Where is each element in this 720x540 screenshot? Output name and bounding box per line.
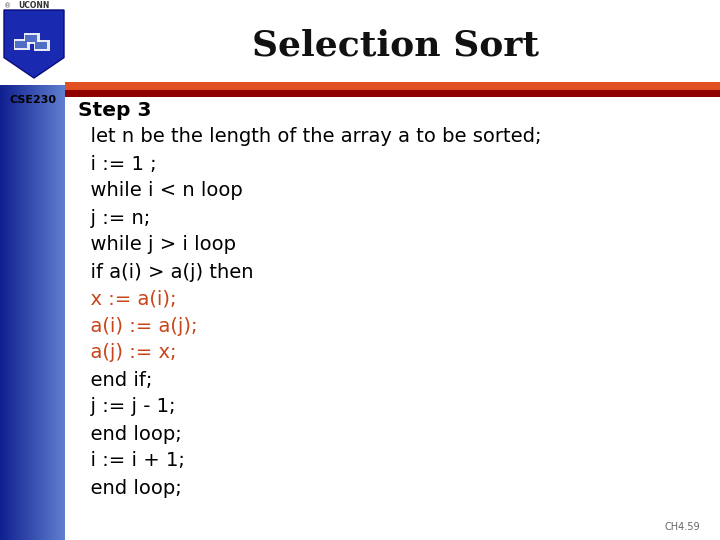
Bar	[64, 0, 65, 540]
Bar	[41, 0, 42, 540]
Bar	[62, 0, 63, 540]
Text: i := 1 ;: i := 1 ;	[78, 154, 157, 173]
Bar	[6, 0, 7, 540]
Bar	[34, 0, 35, 540]
Text: while j > i loop: while j > i loop	[78, 235, 236, 254]
Bar	[36, 0, 37, 540]
Bar	[22, 0, 23, 540]
Bar	[25, 0, 26, 540]
Bar	[32, 0, 33, 540]
Bar	[2, 0, 3, 540]
Bar	[54, 0, 55, 540]
Text: i := i + 1;: i := i + 1;	[78, 451, 185, 470]
Bar	[23, 0, 24, 540]
Bar	[60, 0, 61, 540]
Bar	[0, 0, 68, 85]
Text: j := n;: j := n;	[78, 208, 150, 227]
Bar	[7, 0, 8, 540]
Text: Selection Sort: Selection Sort	[251, 28, 539, 62]
Bar	[40, 0, 41, 540]
Bar	[61, 0, 62, 540]
Text: CH4.59: CH4.59	[665, 522, 700, 532]
Bar	[65, 90, 720, 97]
Bar	[58, 0, 59, 540]
Bar	[38, 0, 39, 540]
Bar	[17, 0, 18, 540]
Text: end loop;: end loop;	[78, 424, 181, 443]
Bar	[3, 0, 4, 540]
Text: a(j) := x;: a(j) := x;	[78, 343, 176, 362]
Bar	[9, 0, 10, 540]
Bar	[14, 39, 30, 50]
Bar	[13, 0, 14, 540]
Bar	[49, 0, 50, 540]
Bar	[57, 0, 58, 540]
Bar	[47, 0, 48, 540]
Text: if a(i) > a(j) then: if a(i) > a(j) then	[78, 262, 253, 281]
Bar	[15, 41, 27, 48]
Text: a(i) := a(j);: a(i) := a(j);	[78, 316, 197, 335]
Bar	[53, 0, 54, 540]
Bar	[55, 0, 56, 540]
Bar	[33, 0, 34, 540]
Text: end if;: end if;	[78, 370, 153, 389]
Bar	[25, 35, 37, 42]
Bar	[59, 0, 60, 540]
Bar	[12, 0, 13, 540]
Bar	[35, 42, 47, 49]
Bar	[20, 0, 21, 540]
Bar	[10, 0, 11, 540]
Bar	[5, 0, 6, 540]
Bar	[11, 0, 12, 540]
Bar	[46, 0, 47, 540]
Bar	[19, 0, 20, 540]
Bar	[45, 0, 46, 540]
Bar	[14, 0, 15, 540]
Bar	[52, 0, 53, 540]
Text: Step 3: Step 3	[78, 100, 151, 119]
Bar	[21, 0, 22, 540]
Bar	[16, 0, 17, 540]
Text: UCONN: UCONN	[18, 2, 50, 10]
Text: while i < n loop: while i < n loop	[78, 181, 243, 200]
Bar	[29, 0, 30, 540]
Bar	[27, 0, 28, 540]
Bar	[37, 0, 38, 540]
Bar	[51, 0, 52, 540]
Polygon shape	[4, 10, 64, 78]
Text: x := a(i);: x := a(i);	[78, 289, 176, 308]
Bar	[48, 0, 49, 540]
Bar	[44, 0, 45, 540]
Bar	[65, 82, 720, 90]
Text: ®: ®	[4, 3, 12, 9]
Bar	[4, 0, 5, 540]
Text: CSE230: CSE230	[10, 95, 57, 105]
Bar	[24, 33, 40, 44]
Bar	[31, 0, 32, 540]
Bar	[30, 0, 31, 540]
Bar	[43, 0, 44, 540]
Bar	[24, 0, 25, 540]
Bar	[39, 0, 40, 540]
Bar	[42, 0, 43, 540]
Bar	[50, 0, 51, 540]
Text: j := j - 1;: j := j - 1;	[78, 397, 176, 416]
Text: end loop;: end loop;	[78, 478, 181, 497]
Bar	[56, 0, 57, 540]
Text: let n be the length of the array a to be sorted;: let n be the length of the array a to be…	[78, 127, 541, 146]
Bar	[15, 0, 16, 540]
Bar	[18, 0, 19, 540]
Bar	[26, 0, 27, 540]
Bar	[8, 0, 9, 540]
Bar	[63, 0, 64, 540]
Bar	[1, 0, 2, 540]
Bar	[0, 0, 1, 540]
Bar	[28, 0, 29, 540]
Bar	[35, 0, 36, 540]
Bar	[34, 40, 50, 51]
